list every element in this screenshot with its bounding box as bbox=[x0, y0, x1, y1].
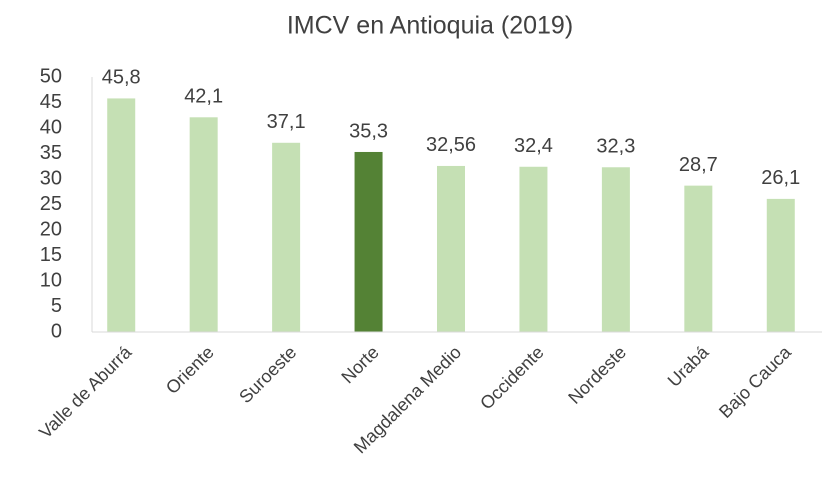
value-label: 45,8 bbox=[102, 67, 141, 89]
y-tick-label: 50 bbox=[40, 65, 62, 87]
y-tick-label: 20 bbox=[40, 218, 62, 240]
y-tick-label: 0 bbox=[51, 320, 62, 342]
x-tick-label: Nordeste bbox=[564, 342, 630, 408]
y-tick-label: 35 bbox=[40, 142, 62, 164]
bar bbox=[437, 165, 465, 332]
x-tick-label: Suroeste bbox=[235, 342, 300, 407]
y-tick-label: 25 bbox=[40, 193, 62, 215]
x-tick-label: Occidente bbox=[476, 342, 547, 413]
bar bbox=[354, 151, 383, 332]
value-label: 26,1 bbox=[761, 167, 800, 189]
bar bbox=[272, 142, 301, 332]
y-tick-label: 10 bbox=[40, 269, 62, 291]
value-label: 37,1 bbox=[267, 111, 306, 133]
x-tick-label: Norte bbox=[337, 342, 382, 387]
chart-title: IMCV en Antioquia (2019) bbox=[287, 12, 573, 40]
y-tick-label: 15 bbox=[40, 244, 62, 266]
bar bbox=[519, 166, 548, 332]
bar bbox=[189, 117, 218, 332]
y-tick-label: 45 bbox=[40, 91, 62, 113]
bar bbox=[601, 167, 630, 332]
value-label: 32,3 bbox=[596, 136, 635, 158]
value-label: 32,56 bbox=[426, 134, 476, 156]
y-tick-label: 40 bbox=[40, 116, 62, 138]
x-tick-label: Valle de Aburrá bbox=[35, 341, 136, 442]
value-label: 28,7 bbox=[679, 154, 718, 176]
bar bbox=[107, 98, 136, 332]
y-tick-label: 30 bbox=[40, 167, 62, 189]
value-label: 42,1 bbox=[184, 86, 223, 108]
bar bbox=[766, 198, 795, 332]
y-tick-label: 5 bbox=[51, 295, 62, 317]
x-tick-label: Urabá bbox=[664, 341, 714, 391]
bar bbox=[684, 185, 713, 332]
value-label: 32,4 bbox=[514, 135, 553, 157]
x-tick-label: Bajo Cauca bbox=[715, 341, 796, 422]
value-label: 35,3 bbox=[349, 120, 388, 142]
x-tick-label: Oriente bbox=[162, 342, 218, 398]
